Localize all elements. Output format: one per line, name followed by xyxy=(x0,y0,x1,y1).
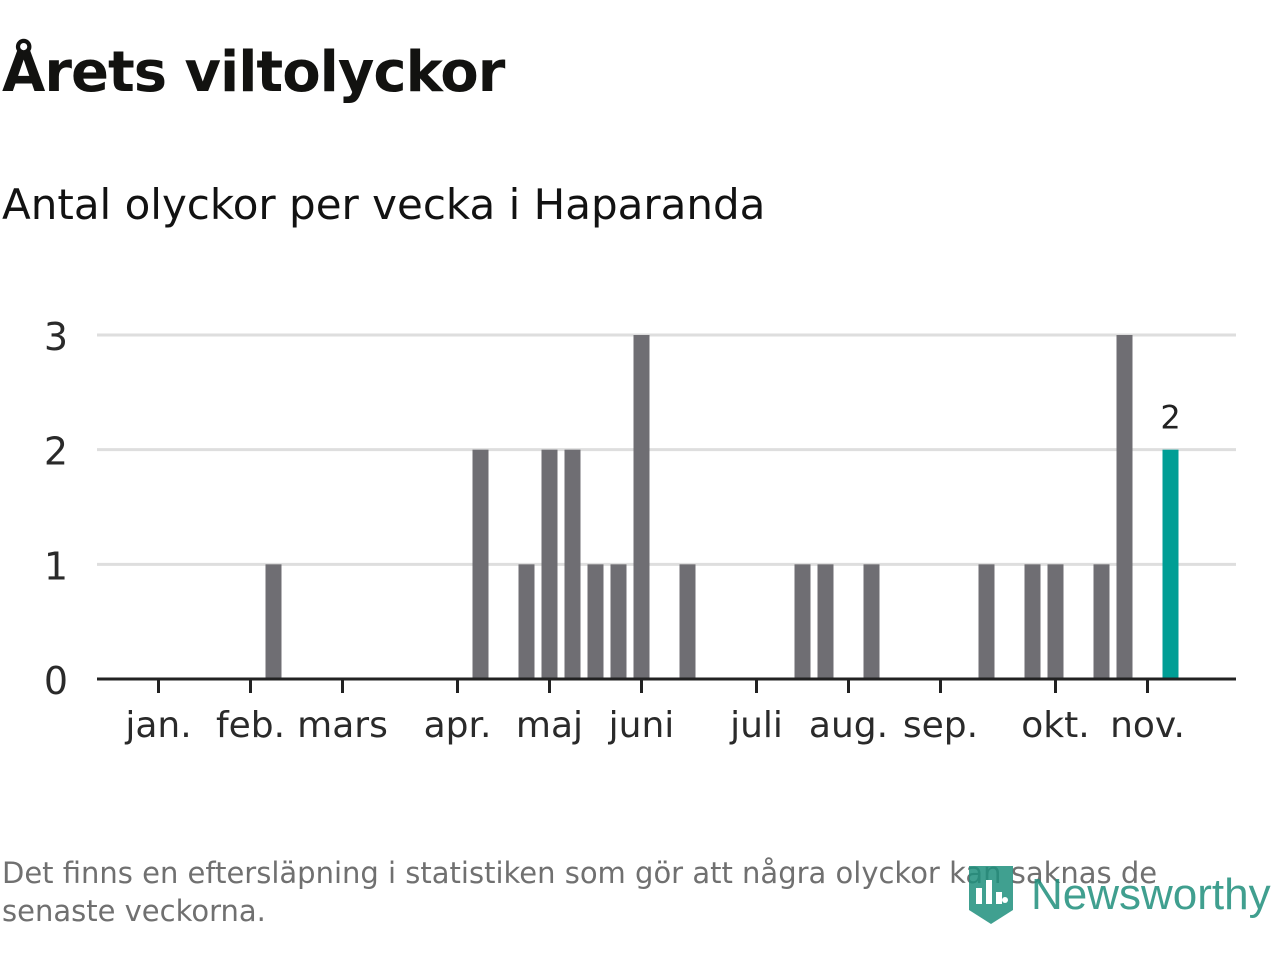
bar xyxy=(610,564,627,679)
bar xyxy=(679,564,696,679)
x-tick-label: juni xyxy=(608,705,675,746)
bar xyxy=(1047,564,1064,679)
bar xyxy=(1093,564,1110,679)
x-tick-label: okt. xyxy=(1021,705,1089,746)
bar xyxy=(633,335,650,679)
x-tick-label: feb. xyxy=(216,705,285,746)
bar xyxy=(978,564,995,679)
bar xyxy=(817,564,834,679)
bar xyxy=(863,564,880,679)
newsworthy-logo: Newsworthy xyxy=(965,862,1271,928)
bar-highlight xyxy=(1162,449,1179,679)
weekly-accidents-bar-chart: 0 1 2 3 2 jan. feb. mars apr. maj juni juli aug. sep.… xyxy=(44,315,1236,746)
grid-lines xyxy=(97,333,1236,566)
x-tick-label: mars xyxy=(297,705,388,746)
y-tick-label: 1 xyxy=(44,544,68,588)
chart-subtitle: Antal olyckor per vecka i Haparanda xyxy=(2,180,766,229)
bar xyxy=(1116,335,1133,679)
x-tick-label: sep. xyxy=(903,705,978,746)
x-tick-label: aug. xyxy=(809,705,888,746)
footnote: Det finns en eftersläpning i statistiken… xyxy=(2,856,1158,928)
labels: 0 1 2 3 2 jan. feb. mars apr. maj juni juli aug. sep.… xyxy=(44,315,1185,746)
chart-title: Årets viltolyckor xyxy=(2,40,505,105)
bar xyxy=(1024,564,1041,679)
x-axis xyxy=(97,677,1236,693)
highlight-value-label: 2 xyxy=(1160,399,1180,437)
bar xyxy=(794,564,811,679)
bar xyxy=(518,564,535,679)
bar xyxy=(265,564,282,679)
bar xyxy=(472,449,489,679)
bar xyxy=(587,564,604,679)
y-tick-label: 2 xyxy=(44,430,68,474)
x-tick-label: nov. xyxy=(1110,705,1185,746)
x-tick-label: jan. xyxy=(124,705,191,746)
y-tick-label: 3 xyxy=(44,315,68,359)
newsworthy-bar-chart-logo-icon xyxy=(969,866,1013,924)
x-tick-label: juli xyxy=(729,705,783,746)
x-tick-label: maj xyxy=(516,705,583,746)
y-tick-label: 0 xyxy=(44,659,68,703)
x-tick-label: apr. xyxy=(424,705,492,746)
bar xyxy=(564,449,581,679)
brand-name: Newsworthy xyxy=(1031,870,1271,919)
bar xyxy=(541,449,558,679)
bars xyxy=(265,335,1179,679)
